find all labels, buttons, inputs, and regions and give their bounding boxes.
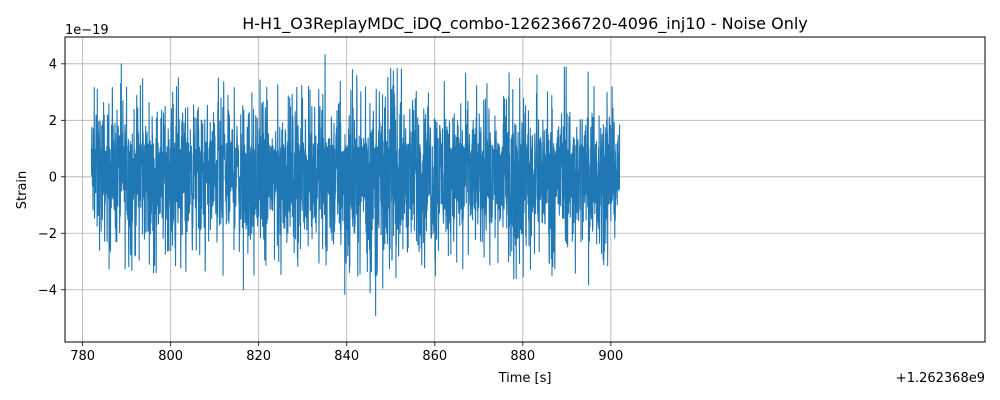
x-axis-label: Time [s] <box>498 371 552 386</box>
x-offset-label: +1.262368e9 <box>896 371 985 386</box>
plot-area <box>90 54 621 317</box>
y-tick-label: 0 <box>49 170 57 185</box>
x-axis: 780 800 820 840 860 880 900 <box>70 342 623 364</box>
x-tick-label: 820 <box>246 349 271 364</box>
chart-title: H-H1_O3ReplayMDC_iDQ_combo-1262366720-40… <box>242 14 808 34</box>
y-tick-label: −4 <box>38 283 57 298</box>
y-axis-label: Strain <box>15 171 30 210</box>
x-tick-label: 800 <box>158 349 183 364</box>
strain-series-line <box>90 54 621 317</box>
y-scale-label: 1e−19 <box>65 23 109 38</box>
plot-frame <box>64 36 986 343</box>
y-tick-label: 2 <box>49 114 57 129</box>
y-tick-label: −2 <box>38 227 57 242</box>
x-tick-label: 880 <box>510 349 535 364</box>
y-tick-label: 4 <box>49 57 57 72</box>
x-tick-label: 860 <box>422 349 447 364</box>
x-tick-label: 900 <box>598 349 623 364</box>
y-axis: −4 −2 0 2 4 <box>38 57 65 298</box>
x-tick-label: 780 <box>70 349 95 364</box>
x-tick-label: 840 <box>334 349 359 364</box>
